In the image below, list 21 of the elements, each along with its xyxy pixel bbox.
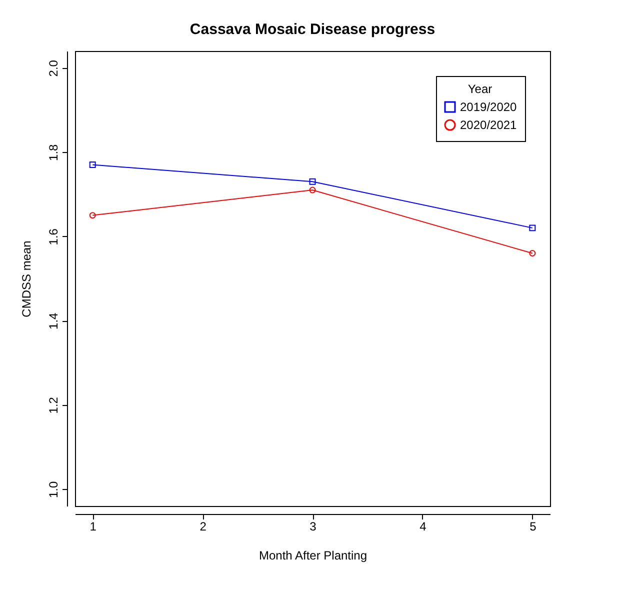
x-axis-title: Month After Planting xyxy=(258,548,368,562)
point xyxy=(309,186,316,194)
x-tick-label: 4 xyxy=(420,520,427,534)
point xyxy=(309,178,316,185)
x-tick-label: 3 xyxy=(310,520,317,534)
point xyxy=(89,162,96,168)
point xyxy=(529,224,536,232)
x-tick-label: 1 xyxy=(90,520,97,534)
y-tick-label: 1.6 xyxy=(46,228,60,246)
y-tick-label: 1.2 xyxy=(46,396,60,414)
legend-title: Year xyxy=(468,82,492,96)
y-tick-label: 1.4 xyxy=(46,312,60,330)
x-tick-label: 5 xyxy=(530,520,537,534)
y-tick-label: 2.0 xyxy=(46,60,60,77)
y-axis-title: CMDSS mean xyxy=(20,240,34,318)
y-tick-label: 1.8 xyxy=(46,144,60,161)
legend-label: 2020/2021 xyxy=(460,118,518,132)
chart-title: Cassava Mosaic Disease progress xyxy=(190,21,436,38)
legend-label: 2019/2020 xyxy=(460,100,518,114)
x-tick-label: 2 xyxy=(200,520,207,534)
y-tick-label: 1.0 xyxy=(46,480,60,498)
